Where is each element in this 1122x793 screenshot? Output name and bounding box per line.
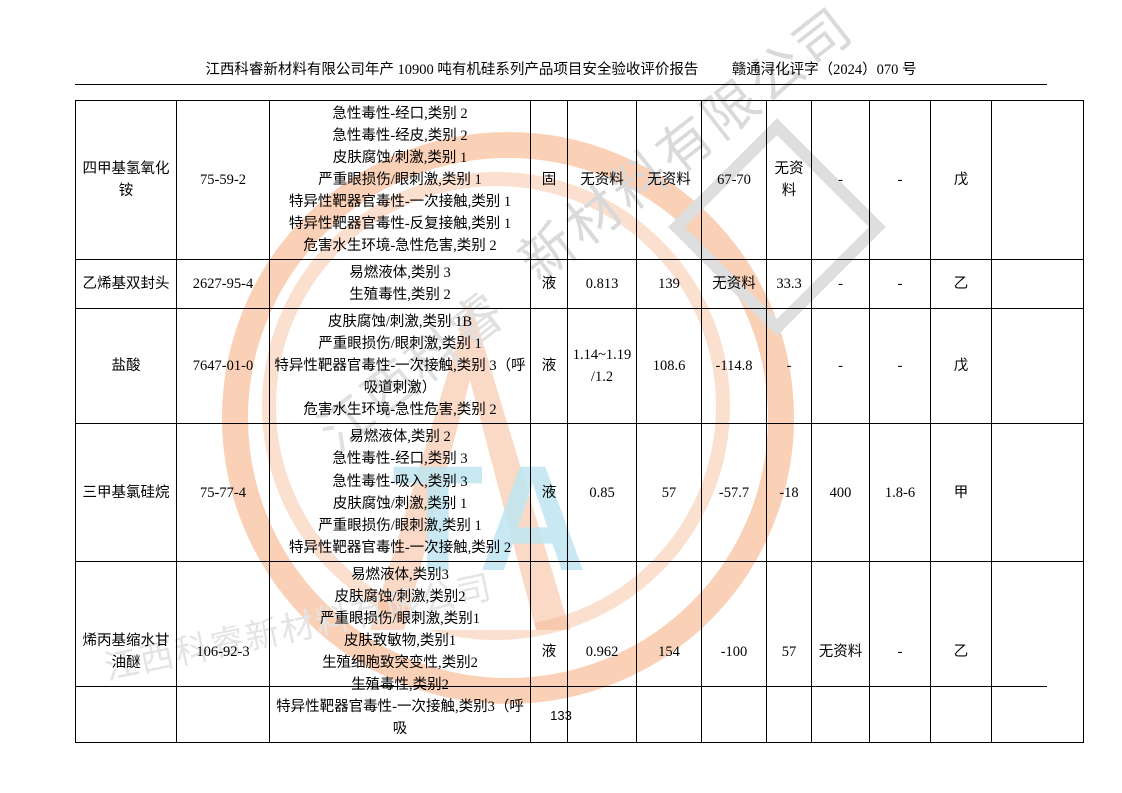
hazard-line: 皮肤腐蚀/刺激,类别 1B bbox=[327, 314, 473, 331]
cell-melting-point: -100 bbox=[701, 560, 767, 743]
cell-remark bbox=[991, 308, 1084, 425]
cell-relative-density: 无资料 bbox=[567, 99, 637, 261]
cell-cas-number: 7647-01-0 bbox=[176, 308, 270, 425]
cell-explosive-limit: - bbox=[869, 259, 931, 310]
cell-flash-point: 无资料 bbox=[766, 99, 812, 261]
cell-boiling-point: 139 bbox=[636, 259, 702, 310]
hazard-line: 生殖细胞致突变性,类别2 bbox=[322, 654, 478, 671]
page-header: 江西科睿新材料有限公司年产 10900 吨有机硅系列产品项目安全验收评价报告 赣… bbox=[75, 58, 1047, 85]
cell-relative-density: 0.962 bbox=[567, 560, 637, 743]
hazard-line: 易燃液体,类别 3 bbox=[349, 265, 451, 282]
hazard-line: 急性毒性-经口,类别 3 bbox=[332, 451, 468, 468]
cell-auto-ignition: 无资料 bbox=[811, 560, 870, 743]
hazardous-chemicals-table: 四甲基氢氧化铵 75-59-2 急性毒性-经口,类别 2 急性毒性-经皮,类别 … bbox=[75, 99, 1084, 743]
cell-cas-number: 75-59-2 bbox=[176, 99, 270, 261]
cell-physical-state: 液 bbox=[530, 259, 568, 310]
cell-boiling-point: 无资料 bbox=[636, 99, 702, 261]
hazard-line: 皮肤腐蚀/刺激,类别 1 bbox=[332, 150, 468, 167]
cell-flash-point: -18 bbox=[766, 423, 812, 562]
cell-auto-ignition: 400 bbox=[811, 423, 870, 562]
cell-fire-hazard-class: 乙 bbox=[930, 560, 992, 743]
cell-physical-state: 液 bbox=[530, 423, 568, 562]
cell-physical-state: 液 bbox=[530, 308, 568, 425]
hazard-line: 急性毒性-吸入,类别 3 bbox=[332, 473, 468, 490]
cell-melting-point: 67-70 bbox=[701, 99, 767, 261]
hazard-line: 生殖毒性,类别2 bbox=[351, 676, 449, 693]
hazard-line: 易燃液体,类别3 bbox=[351, 566, 449, 583]
hazard-line: 危害水生环境-急性危害,类别 2 bbox=[303, 238, 497, 255]
hazard-line: 严重眼损伤/眼刺激,类别 1 bbox=[318, 172, 482, 189]
cell-remark bbox=[991, 423, 1084, 562]
cell-remark bbox=[991, 99, 1084, 261]
table-row: 三甲基氯硅烷 75-77-4 易燃液体,类别 2 急性毒性-经口,类别 3 急性… bbox=[75, 423, 1084, 562]
cell-cas-number: 2627-95-4 bbox=[176, 259, 270, 310]
table-row: 盐酸 7647-01-0 皮肤腐蚀/刺激,类别 1B 严重眼损伤/眼刺激,类别 … bbox=[75, 308, 1084, 425]
cell-relative-density: 1.14~1.19 /1.2 bbox=[567, 308, 637, 425]
cell-fire-hazard-class: 甲 bbox=[930, 423, 992, 562]
cell-hazard-classification: 急性毒性-经口,类别 2 急性毒性-经皮,类别 2 皮肤腐蚀/刺激,类别 1 严… bbox=[269, 99, 531, 261]
header-report-title: 江西科睿新材料有限公司年产 10900 吨有机硅系列产品项目安全验收评价报告 bbox=[205, 62, 699, 78]
cell-explosive-limit: 1.8-6 bbox=[869, 423, 931, 562]
cell-explosive-limit: - bbox=[869, 308, 931, 425]
cell-boiling-point: 57 bbox=[636, 423, 702, 562]
cell-remark bbox=[991, 560, 1084, 743]
header-document-code: 赣通浔化评字（2024）070 号 bbox=[731, 62, 917, 78]
cell-flash-point: 33.3 bbox=[766, 259, 812, 310]
cell-melting-point: 无资料 bbox=[701, 259, 767, 310]
cell-boiling-point: 108.6 bbox=[636, 308, 702, 425]
cell-substance-name: 烯丙基缩水甘油醚 bbox=[75, 560, 177, 743]
cell-fire-hazard-class: 乙 bbox=[930, 259, 992, 310]
hazard-line-list: 急性毒性-经口,类别 2 急性毒性-经皮,类别 2 皮肤腐蚀/刺激,类别 1 严… bbox=[271, 103, 529, 257]
hazard-line: 皮肤腐蚀/刺激,类别 1 bbox=[332, 495, 468, 512]
hazard-line: 严重眼损伤/眼刺激,类别 1 bbox=[318, 517, 482, 534]
hazard-line: 特异性靶器官毒性-一次接触,类别 2 bbox=[288, 539, 512, 556]
hazard-line: 易燃液体,类别 2 bbox=[349, 429, 451, 446]
cell-substance-name: 乙烯基双封头 bbox=[75, 259, 177, 310]
cell-remark bbox=[991, 259, 1084, 310]
hazard-line: 特异性靶器官毒性-一次接触,类别 3（呼吸道刺激） bbox=[274, 358, 526, 397]
cell-substance-name: 盐酸 bbox=[75, 308, 177, 425]
hazard-line: 生殖毒性,类别 2 bbox=[349, 287, 451, 304]
cell-fire-hazard-class: 戊 bbox=[930, 99, 992, 261]
table-row: 四甲基氢氧化铵 75-59-2 急性毒性-经口,类别 2 急性毒性-经皮,类别 … bbox=[75, 99, 1084, 261]
cell-melting-point: -57.7 bbox=[701, 423, 767, 562]
cell-hazard-classification: 易燃液体,类别 3 生殖毒性,类别 2 bbox=[269, 259, 531, 310]
hazard-line-list: 易燃液体,类别 2 急性毒性-经口,类别 3 急性毒性-吸入,类别 3 皮肤腐蚀… bbox=[271, 426, 529, 558]
hazard-line-list: 皮肤腐蚀/刺激,类别 1B 严重眼损伤/眼刺激,类别 1 特异性靶器官毒性-一次… bbox=[271, 311, 529, 421]
cell-physical-state: 固 bbox=[530, 99, 568, 261]
cell-explosive-limit: - bbox=[869, 99, 931, 261]
cell-substance-name: 三甲基氯硅烷 bbox=[75, 423, 177, 562]
hazard-line-list: 易燃液体,类别 3 生殖毒性,类别 2 bbox=[271, 262, 529, 306]
cell-auto-ignition: - bbox=[811, 259, 870, 310]
cell-auto-ignition: - bbox=[811, 99, 870, 261]
hazard-line: 特异性靶器官毒性-一次接触,类别 1 bbox=[288, 194, 512, 211]
hazard-line: 严重眼损伤/眼刺激,类别1 bbox=[320, 610, 480, 627]
cell-boiling-point: 154 bbox=[636, 560, 702, 743]
cell-cas-number: 75-77-4 bbox=[176, 423, 270, 562]
hazard-line: 特异性靶器官毒性-反复接触,类别 1 bbox=[288, 216, 512, 233]
hazard-line: 严重眼损伤/眼刺激,类别 1 bbox=[318, 336, 482, 353]
hazard-line: 皮肤腐蚀/刺激,类别2 bbox=[334, 588, 466, 605]
cell-relative-density: 0.813 bbox=[567, 259, 637, 310]
hazard-line: 急性毒性-经皮,类别 2 bbox=[332, 128, 468, 145]
cell-fire-hazard-class: 戊 bbox=[930, 308, 992, 425]
cell-melting-point: -114.8 bbox=[701, 308, 767, 425]
table-row: 乙烯基双封头 2627-95-4 易燃液体,类别 3 生殖毒性,类别 2 液 0… bbox=[75, 259, 1084, 310]
cell-auto-ignition: - bbox=[811, 308, 870, 425]
page-number: 133 bbox=[550, 708, 572, 723]
cell-flash-point: - bbox=[766, 308, 812, 425]
footer-divider bbox=[75, 686, 1047, 687]
cell-relative-density: 0.85 bbox=[567, 423, 637, 562]
cell-hazard-classification: 易燃液体,类别 2 急性毒性-经口,类别 3 急性毒性-吸入,类别 3 皮肤腐蚀… bbox=[269, 423, 531, 562]
hazard-line: 皮肤致敏物,类别1 bbox=[343, 632, 457, 649]
table-body: 四甲基氢氧化铵 75-59-2 急性毒性-经口,类别 2 急性毒性-经皮,类别 … bbox=[75, 99, 1084, 743]
hazard-line: 急性毒性-经口,类别 2 bbox=[332, 106, 468, 122]
hazard-line: 危害水生环境-急性危害,类别 2 bbox=[303, 402, 497, 419]
cell-substance-name: 四甲基氢氧化铵 bbox=[75, 99, 177, 261]
cell-hazard-classification: 皮肤腐蚀/刺激,类别 1B 严重眼损伤/眼刺激,类别 1 特异性靶器官毒性-一次… bbox=[269, 308, 531, 425]
